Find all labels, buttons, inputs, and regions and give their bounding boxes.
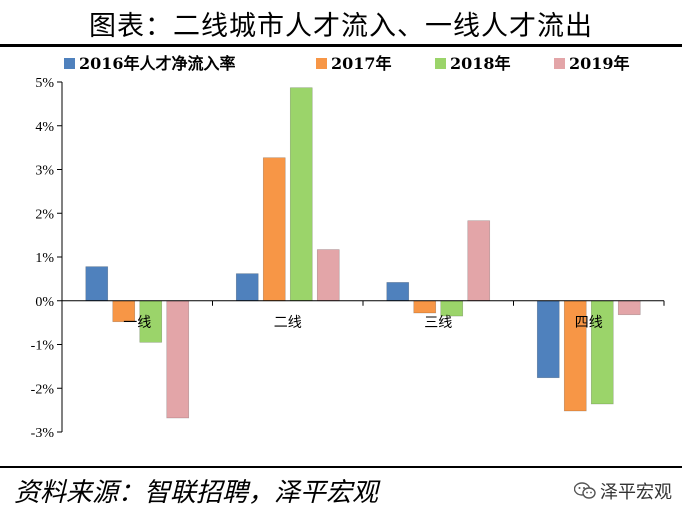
legend-label: 2017年	[331, 54, 392, 73]
page-title: 图表：二线城市人才流入、一线人才流出	[89, 11, 593, 42]
bar	[467, 220, 491, 302]
bar	[289, 87, 313, 302]
bar	[262, 157, 286, 302]
bar-chart: 5% 4% 3% 2% 1% 0% -1% -2% -3% 一线 二线 三线 四线 2016年人才净流入率…	[31, 54, 665, 441]
bar	[386, 282, 410, 302]
bar	[235, 273, 259, 302]
legend-swatch	[64, 58, 75, 69]
y-tick-label: 2%	[35, 207, 54, 222]
legend-swatch	[316, 58, 327, 69]
category-label: 四线	[575, 315, 603, 331]
bar	[166, 300, 190, 419]
y-tick-label: -2%	[31, 382, 55, 397]
y-tick-label: 5%	[35, 76, 54, 91]
bar	[316, 249, 340, 302]
legend-swatch	[435, 58, 446, 69]
wechat-icon	[574, 482, 596, 499]
bar	[413, 300, 437, 314]
y-tick-label: 3%	[35, 164, 54, 179]
bar	[617, 300, 641, 316]
y-tick-label: -3%	[31, 426, 55, 441]
category-label: 二线	[274, 315, 302, 331]
y-tick-label: 1%	[35, 251, 54, 266]
footer-divider	[0, 466, 682, 468]
source-note: 资料来源：智联招聘，泽平宏观	[14, 478, 379, 508]
legend-label: 2018年	[450, 54, 511, 73]
bar	[85, 266, 109, 302]
watermark-text: 泽平宏观	[600, 482, 672, 503]
title-divider	[0, 44, 682, 47]
y-tick-label: 4%	[35, 120, 54, 135]
legend-label: 2016年人才净流入率	[79, 54, 236, 73]
watermark: 泽平宏观	[574, 478, 672, 504]
legend-swatch	[554, 58, 565, 69]
y-tick-label: -1%	[31, 339, 55, 354]
legend-label: 2019年	[569, 54, 630, 73]
category-label: 三线	[424, 315, 452, 331]
category-label: 一线	[123, 315, 151, 331]
bar	[536, 300, 560, 379]
y-tick-label: 0%	[35, 295, 54, 310]
